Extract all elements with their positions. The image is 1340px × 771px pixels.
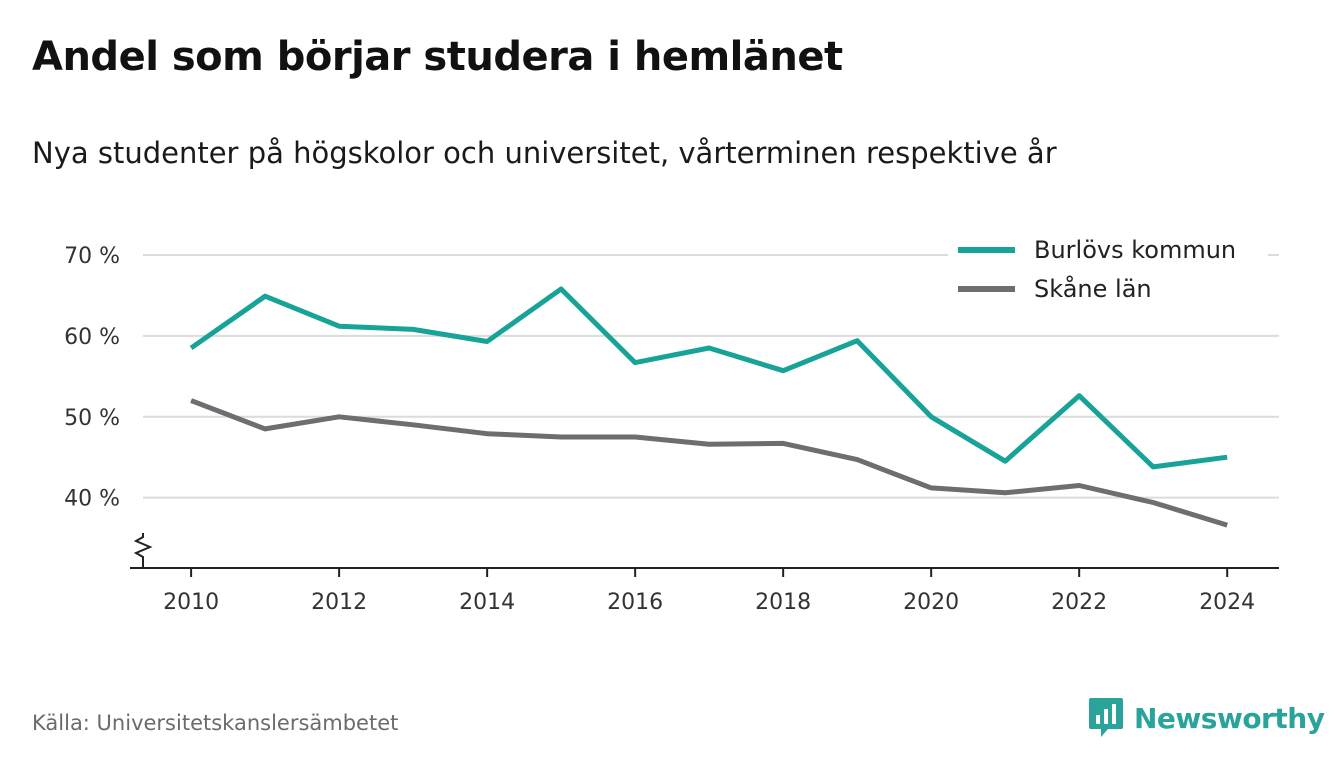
x-axis: 2010 2012 2014 2016 2018 2020 2022 2024 xyxy=(130,567,1279,615)
legend-label: Skåne län xyxy=(1034,274,1152,303)
x-tick-label: 2010 xyxy=(163,590,219,615)
y-axis: 40 % 50 % 60 % 70 % xyxy=(64,244,153,568)
axis-break-marker xyxy=(133,533,153,560)
y-tick-label: 50 % xyxy=(64,406,120,431)
chart-title: Andel som börjar studera i hemlänet xyxy=(32,34,843,80)
legend-label: Burlövs kommun xyxy=(1034,236,1236,264)
legend: Burlövs kommun Skåne län xyxy=(948,226,1268,314)
x-tick-label: 2012 xyxy=(311,590,367,615)
brand-logo[interactable]: Newsworthy xyxy=(1088,696,1325,740)
x-tick-label: 2018 xyxy=(755,590,811,615)
chart-subtitle: Nya studenter på högskolor och universit… xyxy=(32,136,1057,170)
x-tick-label: 2024 xyxy=(1199,590,1255,615)
y-tick-label: 70 % xyxy=(64,244,120,269)
y-tick-label: 40 % xyxy=(64,487,120,512)
x-tick-label: 2020 xyxy=(903,590,959,615)
series-lines xyxy=(189,286,1228,528)
x-tick-label: 2014 xyxy=(459,590,515,615)
legend-background xyxy=(948,226,1268,314)
series-line-burlövs-kommun xyxy=(189,286,1228,470)
line-chart: 40 % 50 % 60 % 70 % 2010 2012 2014 2016 2018 202… xyxy=(64,226,1279,615)
y-tick-label: 60 % xyxy=(64,325,120,350)
newsworthy-logo-icon xyxy=(1089,698,1123,737)
source-note: Källa: Universitetskanslersämbetet xyxy=(32,711,399,735)
x-tick-label: 2016 xyxy=(607,590,663,615)
x-tick-label: 2022 xyxy=(1051,590,1107,615)
series-line-skåne-län xyxy=(190,398,1228,528)
brand-name: Newsworthy xyxy=(1134,701,1325,735)
